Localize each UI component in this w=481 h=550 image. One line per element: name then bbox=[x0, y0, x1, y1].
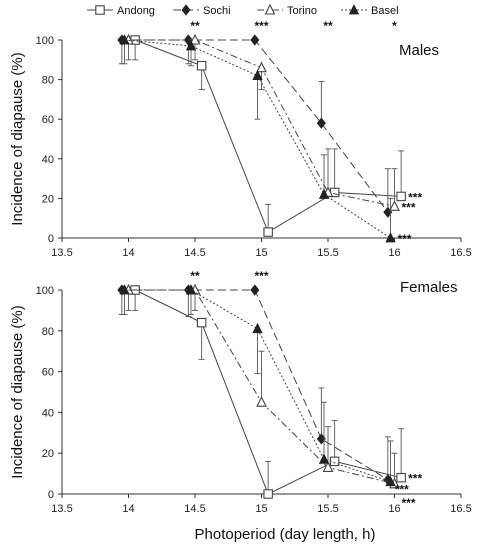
series-torino bbox=[123, 283, 400, 489]
panel-label: Males bbox=[399, 42, 439, 59]
y-tick-label: 80 bbox=[42, 75, 54, 87]
x-tick-label: 15 bbox=[255, 247, 267, 259]
y-tick-label: 60 bbox=[42, 367, 54, 379]
significance-label: *** bbox=[254, 19, 268, 33]
x-tick-label: 14.5 bbox=[184, 247, 205, 259]
y-axis-title: Incidence of diapause (%) bbox=[9, 52, 26, 225]
legend-item-torino: Torino bbox=[257, 3, 317, 17]
end-significance-andong: *** bbox=[408, 472, 422, 486]
series-andong bbox=[130, 35, 406, 237]
data-point-sochi bbox=[250, 34, 260, 46]
y-tick-label: 40 bbox=[42, 154, 54, 166]
data-point-basel bbox=[252, 69, 263, 81]
x-tick-label: 14 bbox=[122, 503, 134, 515]
x-tick-label: 13.5 bbox=[51, 247, 72, 259]
series-line-sochi bbox=[121, 289, 389, 481]
y-tick-label: 0 bbox=[48, 489, 54, 501]
significance-label: *** bbox=[254, 269, 268, 283]
legend-item-sochi: Sochi bbox=[173, 4, 231, 17]
legend-item-basel: Basel bbox=[341, 4, 399, 17]
legend-marker-basel bbox=[348, 4, 360, 15]
data-point-basel bbox=[385, 232, 396, 243]
y-tick-label: 0 bbox=[48, 233, 54, 245]
legend-label-andong: Andong bbox=[117, 5, 155, 17]
end-significance-torino: *** bbox=[402, 200, 416, 214]
males-panel: 0 20 40 60 80 100 13.5 14 14.5 15 15.5 16 16.5 Incide… bbox=[9, 19, 472, 259]
series-line-basel bbox=[124, 39, 391, 239]
x-tick-label: 15.5 bbox=[317, 503, 338, 515]
data-point-basel bbox=[318, 453, 330, 464]
x-axis-title: Photoperiod (day length, h) bbox=[195, 526, 376, 543]
data-point-basel bbox=[185, 284, 197, 295]
y-tick-label: 80 bbox=[42, 326, 54, 338]
x-tick-label: 14 bbox=[122, 247, 134, 259]
significance-label: * bbox=[392, 19, 397, 33]
x-tick-label: 16 bbox=[388, 503, 400, 515]
females-panel: 0 20 40 60 80 100 13.5 14 14.5 15 15.5 16 16.5 Incide… bbox=[9, 269, 472, 515]
x-tick-label: 15.5 bbox=[317, 247, 338, 259]
legend-marker-andong bbox=[95, 5, 105, 15]
x-tick-label: 13.5 bbox=[51, 503, 72, 515]
series-basel bbox=[119, 34, 396, 243]
data-point-torino bbox=[322, 461, 334, 473]
x-tick-label: 16 bbox=[388, 247, 400, 259]
y-tick-label: 100 bbox=[36, 285, 54, 297]
x-tick-label: 16.5 bbox=[450, 503, 471, 515]
data-point-basel bbox=[119, 34, 130, 45]
data-point-basel bbox=[185, 40, 197, 51]
x-tick-label: 15 bbox=[255, 503, 267, 515]
data-point-andong bbox=[196, 60, 207, 71]
series-sochi bbox=[117, 284, 393, 486]
series-basel bbox=[119, 284, 396, 487]
legend-label-basel: Basel bbox=[371, 5, 399, 17]
significance-label: ** bbox=[323, 19, 333, 33]
data-point-sochi bbox=[316, 117, 326, 129]
series-sochi bbox=[117, 34, 393, 218]
legend-label-sochi: Sochi bbox=[203, 5, 231, 17]
data-point-basel bbox=[385, 475, 396, 487]
y-tick-label: 20 bbox=[42, 193, 54, 205]
y-tick-label: 40 bbox=[42, 407, 54, 419]
data-point-basel bbox=[318, 188, 330, 199]
data-point-andong bbox=[396, 191, 406, 202]
data-point-basel bbox=[119, 284, 130, 295]
data-point-torino bbox=[389, 200, 400, 211]
legend-marker-torino bbox=[264, 3, 276, 15]
y-axis-title: Incidence of diapause (%) bbox=[9, 305, 26, 478]
data-point-andong bbox=[263, 227, 273, 237]
data-point-torino bbox=[189, 33, 201, 45]
series-andong bbox=[130, 285, 406, 499]
legend-label-torino: Torino bbox=[287, 5, 317, 17]
significance-label: ** bbox=[190, 19, 200, 33]
end-significance-sochi: *** bbox=[395, 483, 409, 497]
legend-marker-sochi bbox=[181, 4, 191, 16]
data-point-torino bbox=[256, 395, 267, 407]
end-significance-andong: *** bbox=[408, 190, 422, 204]
data-point-andong bbox=[263, 489, 273, 499]
data-point-torino bbox=[256, 61, 267, 73]
end-significance-torino: *** bbox=[402, 496, 416, 510]
data-point-sochi bbox=[250, 284, 260, 296]
y-tick-label: 20 bbox=[42, 448, 54, 460]
significance-label: ** bbox=[190, 269, 200, 283]
data-point-basel bbox=[252, 322, 263, 334]
series-line-andong bbox=[134, 39, 402, 233]
data-point-andong bbox=[396, 472, 406, 483]
series-torino bbox=[123, 33, 400, 211]
series-line-basel bbox=[124, 289, 391, 483]
x-tick-label: 16.5 bbox=[450, 247, 471, 259]
data-point-andong bbox=[196, 317, 207, 328]
legend-item-andong: Andong bbox=[87, 5, 155, 17]
end-significance-basel: *** bbox=[398, 232, 412, 246]
y-tick-label: 60 bbox=[42, 114, 54, 126]
y-tick-label: 100 bbox=[36, 35, 54, 47]
panel-label: Females bbox=[400, 279, 458, 296]
x-tick-label: 14.5 bbox=[184, 503, 205, 515]
legend: Andong Sochi Torino Basel bbox=[87, 3, 399, 17]
series-line-sochi bbox=[121, 39, 389, 213]
